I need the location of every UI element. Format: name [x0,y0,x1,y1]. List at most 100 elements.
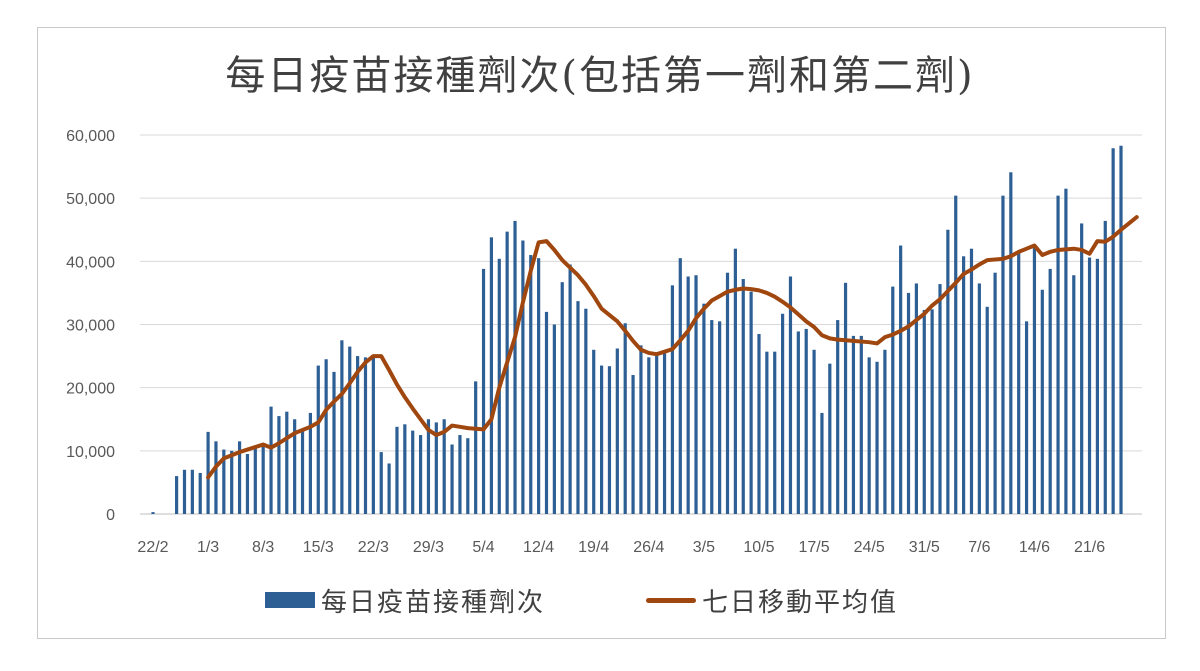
bar [859,335,863,514]
bar [308,412,312,514]
bar [702,303,706,514]
bar [781,313,785,514]
bar [1111,148,1115,514]
bar [883,349,887,514]
bar [725,272,730,514]
bar [812,349,816,514]
x-tick-label: 21/6 [1074,539,1105,556]
x-tick-label: 17/5 [799,539,830,556]
bar [592,349,596,514]
x-tick-label: 22/3 [358,539,389,556]
bar [993,272,997,514]
bar [757,333,761,514]
bar [576,301,580,514]
bar [277,416,281,514]
bar [513,220,517,514]
y-tick-label: 30,000 [66,318,115,335]
bar [245,453,250,514]
bar [529,255,533,514]
bar [363,357,368,514]
bar [1009,172,1013,514]
bar [537,258,541,514]
x-tick-label: 14/6 [1019,539,1050,556]
bar [741,279,745,514]
bar [300,428,305,514]
bar [568,264,572,514]
legend-bar-swatch [265,592,315,608]
x-tick-label: 29/3 [413,539,444,556]
bar [1095,258,1099,514]
x-tick-label: 3/5 [693,539,715,556]
bar [1087,257,1092,514]
bar [450,444,454,514]
bar [678,258,682,514]
bar [269,406,273,514]
bar [765,351,769,514]
bar [371,356,375,514]
legend-item-line: 七日移動平均值 [646,580,898,620]
bar [379,452,383,514]
bar [1080,223,1084,514]
bar [237,441,242,514]
bar [599,365,604,514]
bar [434,422,438,514]
bar [214,441,218,514]
bar [1032,246,1037,514]
bar [930,309,934,514]
x-tick-label: 22/2 [137,539,168,556]
y-tick-label: 20,000 [66,381,115,398]
bar [1048,268,1052,514]
bar [710,320,714,514]
x-tick-label: 5/4 [472,539,494,556]
bar [1017,253,1021,514]
bar [607,366,612,514]
bar [891,286,895,514]
bar [954,195,958,514]
bar [1056,195,1060,514]
bar [1040,289,1044,514]
bar [356,356,360,514]
bar [631,375,635,514]
bar [316,365,320,514]
y-tick-label: 60,000 [66,128,115,145]
bar [623,323,627,514]
bar [324,359,328,514]
bar [293,419,297,514]
bar [222,449,226,514]
bar [182,469,187,514]
bar [985,306,989,514]
x-tick-label: 7/6 [968,539,990,556]
bar [914,283,918,514]
y-axis-ticks: 0 10,000 20,000 30,000 40,000 50,000 60,000 [66,128,115,524]
bar [521,240,525,515]
bar [820,412,824,514]
x-tick-label: 1/3 [197,539,219,556]
bar [411,430,415,514]
x-tick-label: 26/4 [633,539,664,556]
y-tick-label: 40,000 [66,254,115,271]
legend-label-bars: 每日疫苗接種劑次 [321,587,546,618]
bar [1103,220,1107,514]
bar [733,248,737,514]
x-tick-label: 10/5 [743,539,774,556]
y-tick-label: 50,000 [66,191,115,208]
bar [843,282,848,514]
legend: 每日疫苗接種劑次 七日移動平均值 [0,580,1200,620]
bar [253,447,257,514]
bar [552,324,556,514]
bar [387,463,391,514]
legend-item-bars: 每日疫苗接種劑次 [265,580,545,620]
bar [560,282,564,514]
bar [340,340,344,514]
bar [190,469,194,514]
y-tick-label: 10,000 [66,444,115,461]
bar [899,245,903,515]
bar [285,411,289,514]
bar [773,351,777,514]
bar [466,438,470,514]
bar [332,371,336,515]
bar [647,357,651,514]
bar [788,276,793,514]
bar [206,431,210,514]
